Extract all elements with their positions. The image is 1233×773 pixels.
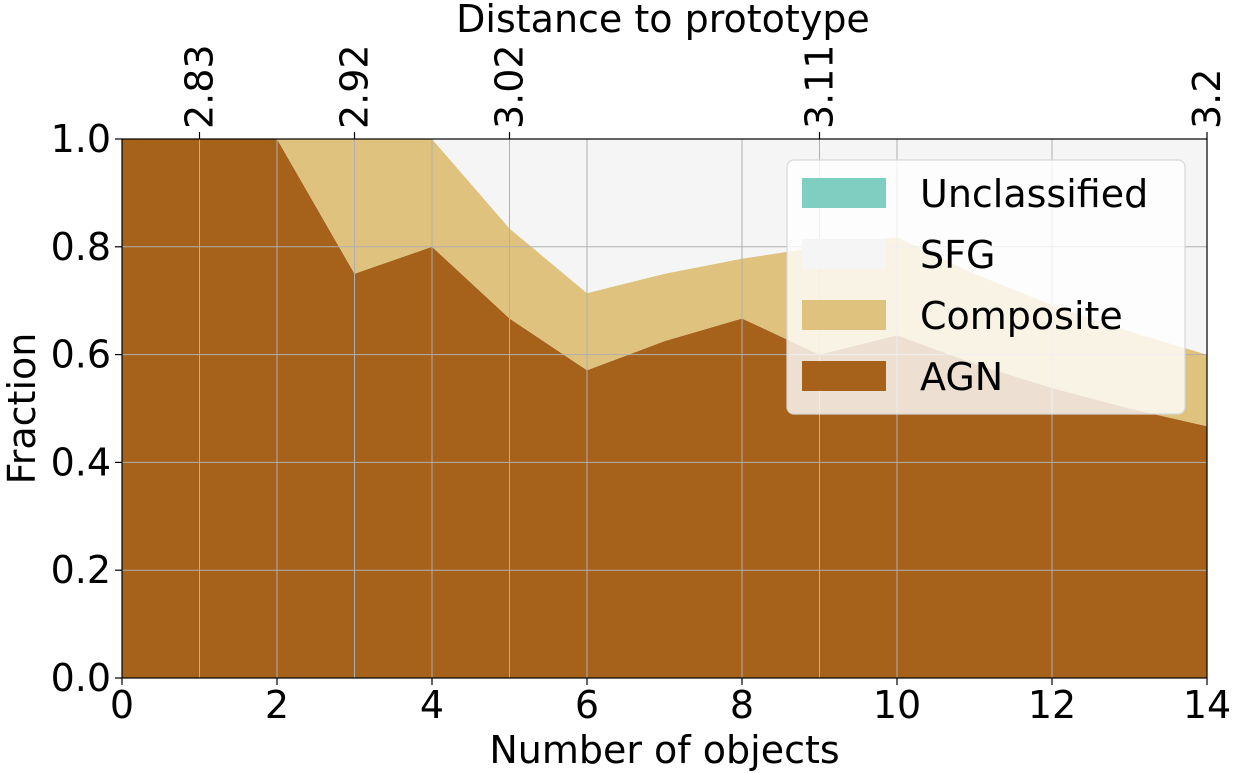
top-axis-label: Distance to prototype	[456, 0, 870, 41]
y-axis-label: Fraction	[0, 333, 44, 485]
top-axis-ticks: 2.83 2.92 3.02 3.11 3.2	[178, 44, 1229, 139]
top-tick-label: 2.92	[333, 44, 377, 129]
y-tick-label: 0.6	[51, 333, 111, 377]
x-axis-label: Number of objects	[489, 728, 839, 772]
legend-label-unclassified: Unclassified	[920, 172, 1148, 216]
x-tick-label: 0	[110, 683, 134, 727]
legend: Unclassified SFG Composite AGN	[786, 159, 1186, 415]
top-tick-label: 3.02	[488, 44, 532, 129]
legend-label-composite: Composite	[920, 294, 1123, 338]
legend-swatch-unclassified	[802, 178, 886, 208]
x-tick-label: 14	[1183, 683, 1231, 727]
legend-swatch-sfg	[802, 239, 886, 269]
top-tick-label: 3.2	[1185, 69, 1229, 129]
x-tick-label: 4	[420, 683, 444, 727]
top-tick-label: 3.11	[798, 44, 842, 129]
y-tick-label: 0.8	[51, 225, 111, 269]
x-tick-label: 8	[730, 683, 754, 727]
plot-frame	[121, 138, 1208, 679]
x-axis-ticks: 0 2 4 6 8 10 12 14	[110, 678, 1231, 727]
y-tick-label: 0.4	[51, 440, 111, 484]
y-tick-label: 0.0	[51, 656, 111, 700]
y-tick-label: 1.0	[51, 117, 111, 161]
legend-label-agn: AGN	[920, 355, 1003, 399]
area-composite	[122, 139, 1207, 427]
y-axis-ticks: 0.0 0.2 0.4 0.6 0.8 1.0	[51, 117, 122, 700]
top-tick-label: 2.83	[178, 44, 222, 129]
legend-swatch-composite	[802, 300, 886, 330]
x-tick-label: 6	[575, 683, 599, 727]
legend-label-sfg: SFG	[920, 233, 995, 277]
x-tick-label: 2	[265, 683, 289, 727]
y-tick-label: 0.2	[51, 548, 111, 592]
x-tick-label: 10	[873, 683, 921, 727]
area-agn	[122, 139, 1207, 678]
legend-box	[786, 159, 1186, 415]
legend-swatch-agn	[802, 361, 886, 391]
x-tick-label: 12	[1028, 683, 1076, 727]
